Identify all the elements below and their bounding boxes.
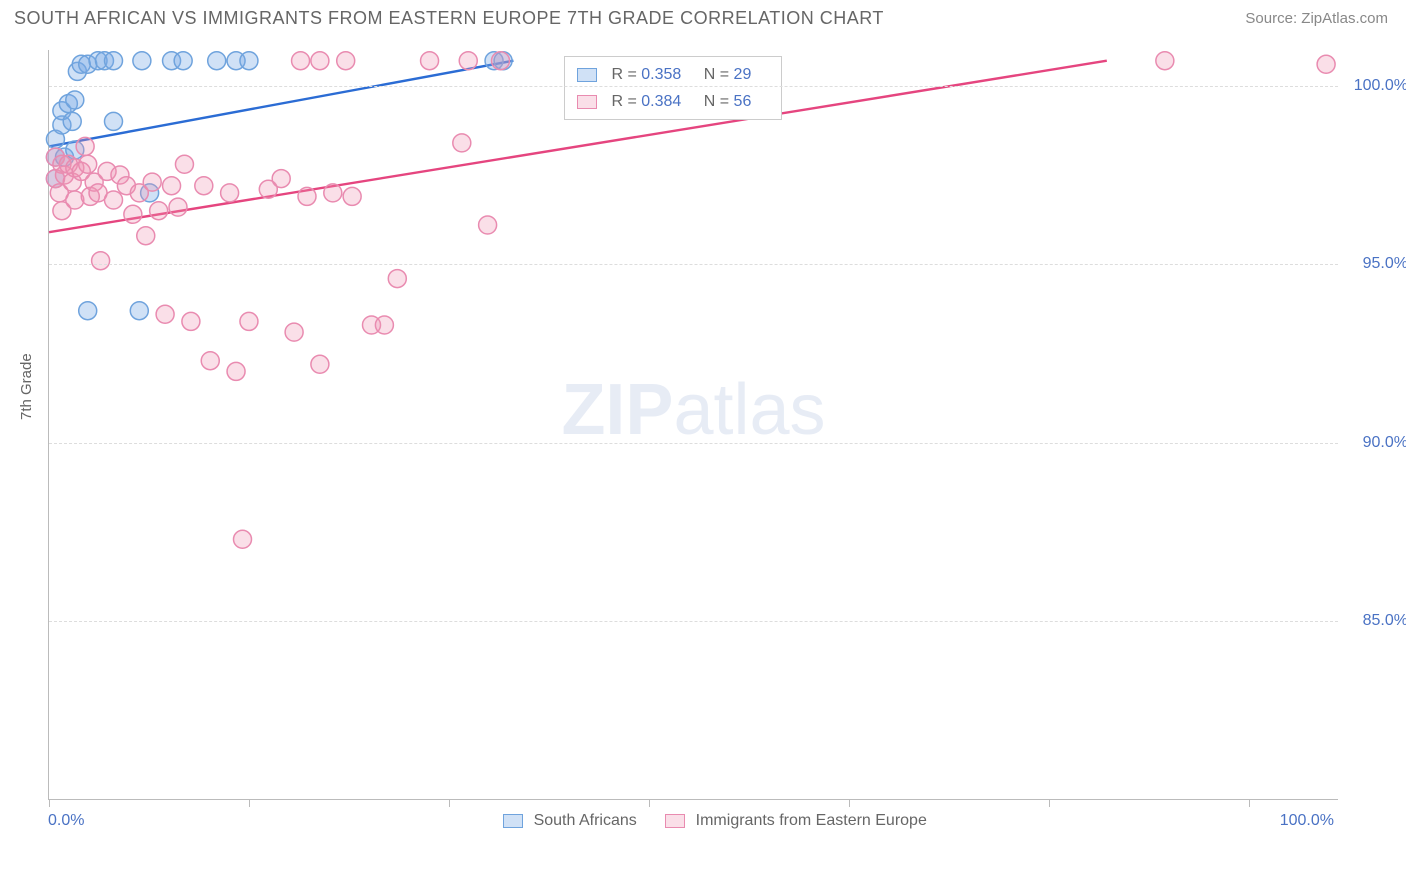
data-point: [492, 52, 510, 70]
data-point: [234, 530, 252, 548]
gridline-h: [49, 443, 1338, 444]
n-label-1: N =: [704, 93, 734, 110]
data-point: [163, 177, 181, 195]
gridline-h: [49, 86, 1338, 87]
y-tick-label: 85.0%: [1363, 612, 1406, 630]
data-point: [343, 187, 361, 205]
data-point: [337, 52, 355, 70]
data-point: [137, 227, 155, 245]
bottom-legend-label-0: South Africans: [534, 812, 637, 829]
gridline-h: [49, 621, 1338, 622]
legend-swatch-1: [577, 95, 597, 109]
r-label-0: R =: [611, 66, 641, 83]
data-point: [201, 352, 219, 370]
data-point: [105, 112, 123, 130]
bottom-legend-label-1: Immigrants from Eastern Europe: [696, 812, 927, 829]
data-point: [195, 177, 213, 195]
n-label-0: N =: [704, 66, 734, 83]
source-credit: Source: ZipAtlas.com: [1245, 10, 1388, 27]
x-tick: [249, 799, 250, 807]
data-point: [76, 137, 94, 155]
data-point: [221, 184, 239, 202]
data-point: [175, 155, 193, 173]
n-value-0: 29: [734, 66, 752, 83]
data-point: [174, 52, 192, 70]
data-point: [63, 112, 81, 130]
data-point: [453, 134, 471, 152]
r-value-1: 0.384: [641, 93, 681, 110]
legend-swatch-0: [577, 68, 597, 82]
data-point: [292, 52, 310, 70]
bottom-legend: South Africans Immigrants from Eastern E…: [0, 812, 1406, 830]
y-tick-label: 95.0%: [1363, 255, 1406, 273]
data-point: [285, 323, 303, 341]
data-point: [79, 302, 97, 320]
source-value: ZipAtlas.com: [1301, 10, 1388, 27]
bottom-swatch-1: [665, 814, 685, 828]
data-point: [143, 173, 161, 191]
stat-legend-row-1: R = 0.384 N = 56: [577, 88, 769, 115]
data-point: [375, 316, 393, 334]
x-tick: [1049, 799, 1050, 807]
data-point: [156, 305, 174, 323]
data-point: [388, 270, 406, 288]
y-axis-label: 7th Grade: [18, 353, 35, 420]
source-label: Source:: [1245, 10, 1301, 27]
data-point: [182, 312, 200, 330]
data-point: [311, 355, 329, 373]
data-point: [169, 198, 187, 216]
data-point: [92, 252, 110, 270]
data-point: [130, 302, 148, 320]
data-point: [479, 216, 497, 234]
x-tick: [1249, 799, 1250, 807]
data-point: [421, 52, 439, 70]
chart-title: SOUTH AFRICAN VS IMMIGRANTS FROM EASTERN…: [14, 8, 884, 29]
x-tick: [849, 799, 850, 807]
stat-legend-row-0: R = 0.358 N = 29: [577, 61, 769, 88]
data-point: [227, 362, 245, 380]
data-point: [1156, 52, 1174, 70]
data-point: [66, 91, 84, 109]
n-value-1: 56: [734, 93, 752, 110]
x-tick: [449, 799, 450, 807]
data-point: [298, 187, 316, 205]
trend-line: [49, 61, 513, 147]
data-point: [105, 52, 123, 70]
data-point: [208, 52, 226, 70]
y-tick-label: 100.0%: [1354, 77, 1406, 95]
stat-legend: R = 0.358 N = 29 R = 0.384 N = 56: [564, 56, 782, 120]
data-point: [133, 52, 151, 70]
data-point: [272, 170, 290, 188]
data-point: [105, 191, 123, 209]
data-point: [79, 155, 97, 173]
y-tick-label: 90.0%: [1363, 434, 1406, 452]
data-point: [240, 52, 258, 70]
x-tick: [49, 799, 50, 807]
data-point: [124, 205, 142, 223]
header-bar: SOUTH AFRICAN VS IMMIGRANTS FROM EASTERN…: [0, 0, 1406, 33]
r-label-1: R =: [611, 93, 641, 110]
x-tick: [649, 799, 650, 807]
gridline-h: [49, 264, 1338, 265]
scatter-svg: [49, 50, 1338, 799]
data-point: [240, 312, 258, 330]
data-point: [311, 52, 329, 70]
data-point: [324, 184, 342, 202]
data-point: [1317, 55, 1335, 73]
r-value-0: 0.358: [641, 66, 681, 83]
data-point: [150, 202, 168, 220]
bottom-swatch-0: [503, 814, 523, 828]
data-point: [459, 52, 477, 70]
plot-area: ZIPatlas R = 0.358 N = 29 R = 0.384 N = …: [48, 50, 1338, 800]
